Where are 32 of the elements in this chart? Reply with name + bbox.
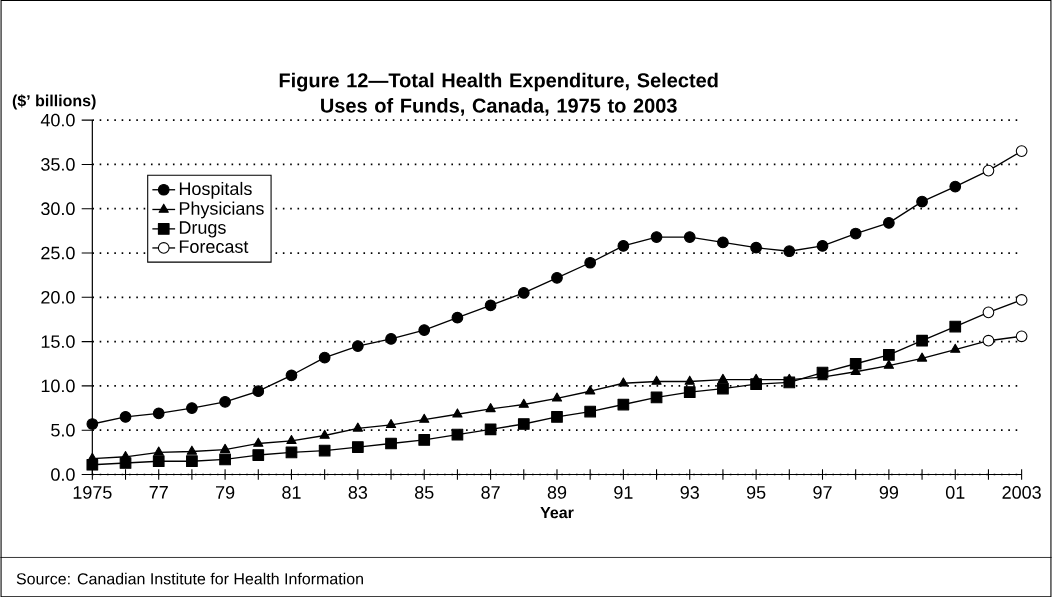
x-tick-label: 77	[149, 485, 168, 499]
x-axis-title: Year	[540, 506, 574, 519]
y-tick-label: 35.0	[41, 157, 75, 171]
x-tick-label: 99	[879, 485, 899, 499]
y-axis-title: ($’ billions)	[12, 94, 96, 110]
x-tick-label: 79	[216, 485, 235, 499]
y-tick-label: 20.0	[41, 290, 75, 304]
x-tick-label: 1975	[73, 485, 112, 499]
x-tick-label: 89	[547, 485, 567, 499]
legend-label: Drugs	[179, 221, 226, 238]
legend-label: Physicians	[179, 201, 264, 219]
source-note: Source: Canadian Institute for Health Information	[16, 572, 363, 585]
legend-label: Hospitals	[179, 181, 252, 199]
y-tick-label: 15.0	[41, 335, 75, 348]
x-tick-label: 95	[746, 485, 766, 499]
x-tick-label: 93	[680, 485, 699, 499]
y-tick-label: 30.0	[41, 202, 75, 215]
x-tick-label: 01	[945, 485, 965, 499]
x-tick-label: 83	[348, 485, 368, 499]
y-tick-label: 5.0	[51, 423, 75, 437]
y-tick-label: 25.0	[41, 246, 75, 260]
x-tick-label: 97	[813, 485, 832, 499]
x-tick-label: 87	[481, 485, 500, 499]
x-tick-label: 91	[614, 485, 633, 499]
x-tick-label: 2003	[1002, 485, 1041, 499]
chart-title: Figure 12—Total Health Expenditure, Selected Uses of Funds, Canada, 1975 to 2003	[279, 72, 718, 116]
x-tick-label: 81	[282, 485, 301, 499]
y-tick-label: 40.0	[40, 113, 75, 127]
y-tick-label: 10.0	[41, 379, 75, 393]
x-tick-label: 85	[414, 485, 434, 499]
legend-label: Forecast	[179, 240, 249, 253]
y-tick-label: 0.0	[51, 468, 75, 481]
